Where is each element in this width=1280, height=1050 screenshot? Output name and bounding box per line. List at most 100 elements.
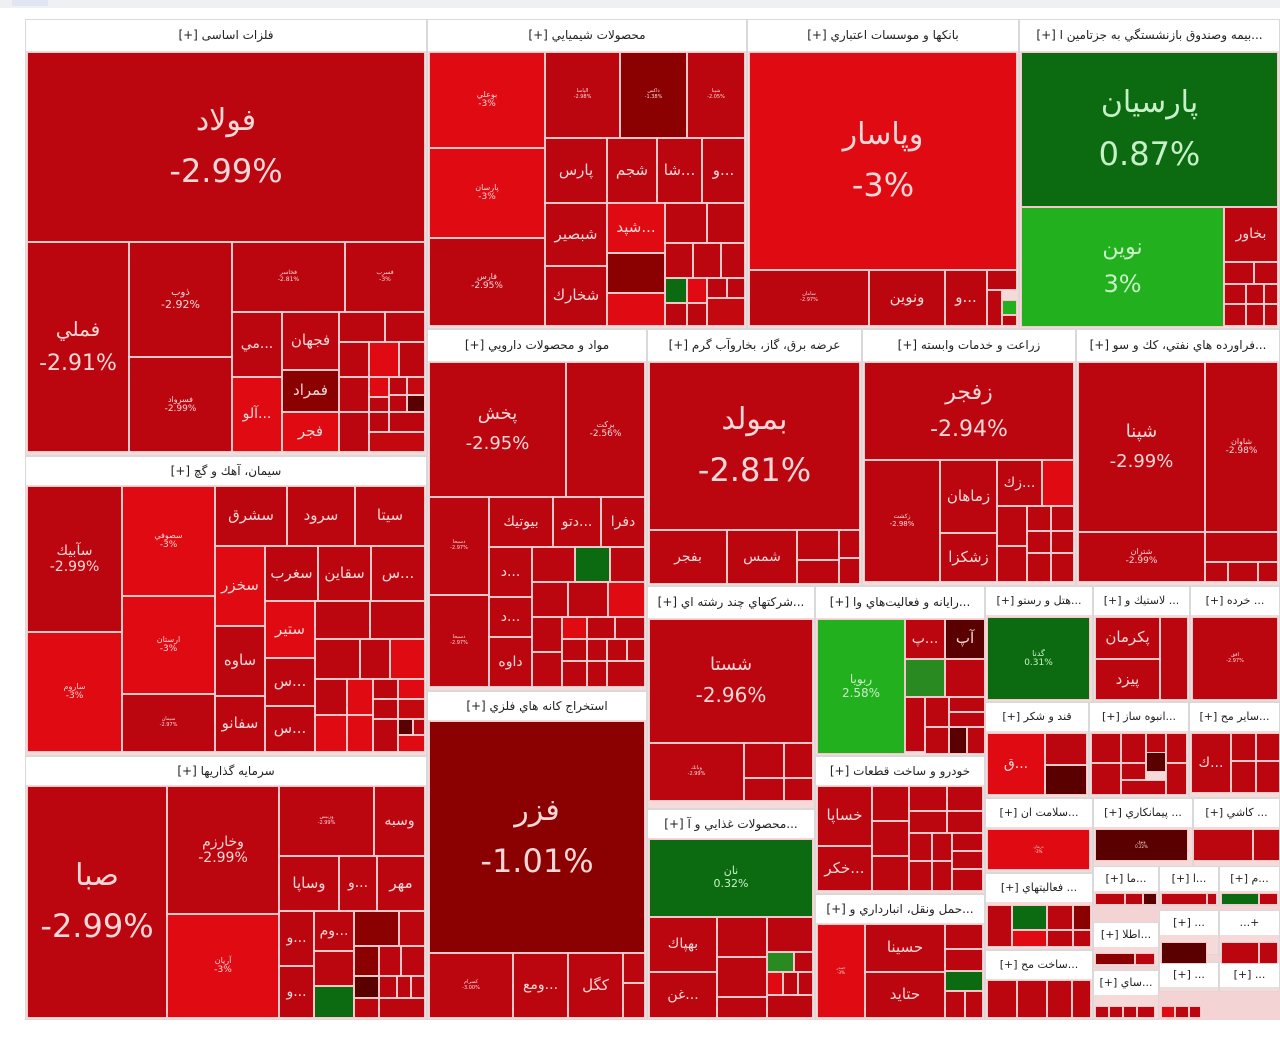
stock-tile[interactable] (949, 697, 985, 712)
stock-tile[interactable] (315, 639, 360, 679)
stock-tile[interactable] (987, 905, 1012, 947)
stock-tile[interactable] (665, 278, 687, 303)
stock-tile[interactable]: فولاد -2.99% (27, 52, 425, 242)
stock-tile[interactable] (744, 743, 784, 778)
stock-tile[interactable] (798, 972, 813, 995)
stock-tile[interactable]: سآبيك -2.99% (27, 486, 122, 632)
stock-tile[interactable]: ...پ (905, 619, 945, 659)
stock-tile[interactable]: ...د (489, 547, 532, 597)
sector-title[interactable]: استخراج كانه هاي فلزي [+] (428, 692, 646, 720)
stock-tile[interactable]: سشرق (215, 486, 287, 546)
stock-tile[interactable]: شستا -2.96% (649, 619, 813, 743)
stock-tile[interactable] (339, 342, 369, 377)
stock-tile[interactable] (1166, 733, 1187, 763)
stock-tile[interactable]: ذاكس -1.38% (620, 52, 687, 138)
stock-tile[interactable]: حتايد (865, 972, 945, 1018)
stock-tile[interactable]: ...و (279, 966, 314, 1018)
stock-tile[interactable] (909, 861, 932, 891)
stock-tile[interactable] (872, 821, 909, 856)
stock-tile[interactable]: پارسان -3% (429, 148, 545, 238)
sector-title[interactable]: ...رايانه و فعاليت‌هاي وا [+] (816, 587, 984, 618)
stock-tile[interactable]: سامان -2.97% (749, 270, 869, 326)
stock-tile[interactable] (997, 546, 1027, 582)
stock-tile[interactable]: پارس (545, 138, 607, 203)
stock-tile[interactable]: ...س (265, 706, 315, 752)
stock-tile[interactable] (707, 203, 745, 243)
sector-s33[interactable]: ... [+] (1219, 962, 1280, 992)
stock-tile[interactable] (532, 617, 562, 652)
stock-tile[interactable]: دفرا (601, 497, 645, 547)
stock-tile[interactable]: سيتا (355, 486, 425, 546)
sector-title[interactable]: سرمايه گذاريها [+] (26, 757, 426, 785)
stock-tile[interactable] (407, 377, 425, 395)
stock-tile[interactable] (1253, 829, 1280, 861)
stock-tile[interactable] (839, 530, 860, 558)
stock-tile[interactable] (315, 679, 347, 715)
stock-tile[interactable]: زماهان (940, 460, 997, 533)
stock-tile[interactable] (587, 639, 607, 661)
sector-title[interactable]: ... [+] (1160, 963, 1218, 987)
stock-tile[interactable]: فجر (282, 412, 339, 452)
stock-tile[interactable]: دسبحا -2.97% (429, 497, 489, 595)
stock-tile[interactable] (1256, 733, 1280, 761)
stock-tile[interactable] (909, 833, 932, 861)
stock-tile[interactable] (797, 530, 839, 560)
stock-tile[interactable] (379, 976, 397, 998)
sector-title[interactable]: ...سلامت ان [+] (986, 799, 1092, 827)
stock-tile[interactable] (707, 298, 745, 326)
stock-tile[interactable] (314, 986, 354, 1018)
stock-tile[interactable] (767, 972, 783, 995)
sector-title[interactable]: ...ا [+] (1160, 867, 1218, 891)
stock-tile[interactable] (707, 278, 727, 298)
stock-tile[interactable]: شاوان -2.98% (1205, 362, 1278, 532)
sector-title[interactable]: ... پيمانكاري [+] (1094, 799, 1192, 827)
sector-title[interactable]: ...شركتهاي چند رشته اي [+] (648, 587, 814, 618)
stock-tile[interactable] (767, 917, 813, 952)
stock-tile[interactable] (1161, 1006, 1175, 1018)
stock-tile[interactable]: فخاسر -2.81% (232, 242, 345, 312)
stock-tile[interactable] (1189, 1006, 1201, 1018)
stock-tile[interactable] (1137, 1006, 1155, 1018)
stock-tile[interactable] (987, 980, 1017, 1018)
stock-tile[interactable]: شبصير (545, 203, 607, 266)
sector-title[interactable]: زراعت و خدمات وابسته [+] (863, 330, 1075, 361)
stock-tile[interactable] (767, 952, 794, 972)
sector-title[interactable]: ...بيمه وصندوق بازنشستگي به جزتامين ا [+… (1020, 20, 1279, 51)
stock-tile[interactable]: فسرواد -2.99% (129, 357, 232, 452)
stock-tile[interactable] (562, 617, 587, 639)
sector-title[interactable]: بانكها و موسسات اعتباري [+] (748, 20, 1018, 51)
stock-tile[interactable] (373, 719, 398, 752)
stock-tile[interactable]: آپ (945, 619, 985, 659)
stock-tile[interactable] (373, 699, 398, 719)
stock-tile[interactable] (1135, 953, 1155, 965)
stock-tile[interactable]: وخارزم -2.99% (167, 786, 279, 914)
stock-tile[interactable] (947, 786, 983, 811)
stock-tile[interactable] (797, 560, 839, 584)
stock-tile[interactable] (1221, 893, 1259, 905)
stock-tile[interactable] (1027, 553, 1051, 582)
sector-title[interactable]: عرضه برق، گاز، بخاروآب گرم [+] (648, 330, 861, 361)
sector-title[interactable]: قند و شكر [+] (986, 703, 1088, 731)
stock-tile[interactable]: ...و (702, 138, 745, 203)
stock-tile[interactable] (784, 778, 813, 801)
stock-tile[interactable] (1125, 893, 1143, 905)
sector-title[interactable]: ...محصولات غذايي و آ [+] (648, 810, 814, 838)
stock-tile[interactable] (905, 659, 945, 697)
stock-tile[interactable] (727, 278, 745, 298)
stock-tile[interactable] (369, 377, 389, 397)
stock-tile[interactable] (1264, 304, 1278, 326)
stock-tile[interactable]: حسينا (865, 924, 945, 972)
stock-tile[interactable] (784, 743, 813, 778)
stock-tile[interactable] (952, 833, 983, 851)
stock-tile[interactable] (1027, 506, 1051, 531)
stock-tile[interactable] (1193, 829, 1253, 861)
stock-tile[interactable] (354, 976, 379, 998)
stock-tile[interactable] (568, 582, 608, 617)
stock-tile[interactable] (1045, 733, 1087, 765)
stock-tile[interactable] (925, 727, 949, 754)
stock-tile[interactable]: بيوتيك (489, 497, 553, 547)
stock-tile[interactable] (1027, 531, 1051, 553)
stock-tile[interactable] (1095, 1006, 1109, 1018)
stock-tile[interactable]: آريان -3% (167, 914, 279, 1018)
stock-tile[interactable]: ...و (279, 911, 314, 966)
